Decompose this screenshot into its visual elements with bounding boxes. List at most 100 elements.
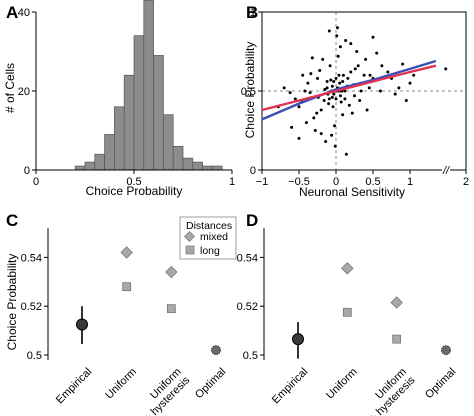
data-point <box>362 73 366 77</box>
panel-c-y-axis-label: Choice Probability <box>5 254 19 351</box>
data-point <box>386 70 390 74</box>
data-point <box>330 133 334 137</box>
data-point <box>344 38 348 42</box>
data-point <box>344 152 348 156</box>
hist-bar <box>143 0 154 171</box>
hist-y-tick-label: 40 <box>18 7 30 19</box>
scatter-x-tick-label: −1 <box>256 176 269 188</box>
long-point <box>122 282 132 292</box>
scatter-x-tick-label: 1 <box>407 176 413 188</box>
hist-x-axis-label: Choice Probability <box>86 184 183 198</box>
empirical-point <box>76 318 88 331</box>
data-point <box>338 94 342 98</box>
panel-label-a: A <box>6 3 18 22</box>
scatter-x-tick-label: 2 <box>463 176 469 188</box>
data-point <box>408 81 412 85</box>
data-point <box>306 81 310 85</box>
histogram-panel: Choice Probability # of Cells 0 0.5 1 0 20 40 <box>3 0 235 198</box>
data-point <box>327 29 331 33</box>
scatter-x-tick-label: 0 <box>333 176 339 188</box>
optimal-point <box>441 345 451 356</box>
data-point <box>358 98 362 102</box>
scatter-y-axis-label: Choice Probability <box>243 42 257 139</box>
data-point <box>343 89 347 93</box>
axis-break-gap <box>442 165 450 175</box>
model-comparison-panel-c: Choice Probability Distances mixed long … <box>5 216 237 416</box>
legend-entry-long: long <box>200 245 220 257</box>
data-point <box>356 64 360 68</box>
data-point <box>412 73 416 77</box>
data-point <box>341 113 345 117</box>
data-point <box>327 102 331 106</box>
hist-bar <box>74 165 86 171</box>
data-point <box>297 136 301 140</box>
data-point <box>393 92 397 96</box>
hist-bar <box>163 114 174 171</box>
legend-title: Distances <box>186 220 232 232</box>
data-point <box>333 124 337 128</box>
data-point <box>325 80 329 84</box>
category-label: Uniform <box>324 366 360 402</box>
legend-entry-mixed: mixed <box>200 231 228 243</box>
data-point <box>323 87 327 91</box>
data-point <box>334 97 338 101</box>
data-point <box>293 97 297 101</box>
data-point <box>364 57 368 61</box>
data-point <box>327 97 331 101</box>
data-point <box>324 140 328 144</box>
data-point <box>322 98 326 102</box>
scatter-y-tick-label: 0 <box>250 165 256 177</box>
data-point <box>397 86 401 90</box>
data-point <box>316 76 319 80</box>
data-point <box>339 100 343 104</box>
model-comparison-panel-d: 0.5 0.52 0.54 Empirical Uniform Uniform+ hyst… <box>237 228 458 416</box>
hist-bar <box>182 157 194 171</box>
data-point <box>331 105 335 109</box>
fit-line <box>261 59 437 121</box>
scatter-x-tick-label: −0.5 <box>288 176 310 188</box>
optimal-point <box>211 345 221 356</box>
data-point <box>308 91 312 95</box>
hist-bar <box>123 74 135 171</box>
hist-bar <box>192 161 203 171</box>
data-point <box>325 86 329 90</box>
category-label: Uniform+ hysteresis <box>359 366 418 416</box>
data-point <box>359 89 363 93</box>
data-point <box>341 80 345 84</box>
long-point <box>392 334 402 344</box>
data-point <box>349 70 353 74</box>
category-label: Uniform <box>103 366 139 402</box>
data-point <box>350 111 354 115</box>
data-point <box>346 76 350 80</box>
data-point <box>353 94 356 98</box>
y-tick-label: 0.52 <box>21 301 42 313</box>
data-point <box>336 54 340 58</box>
hist-bar <box>212 165 223 171</box>
category-label: Uniform+ hysteresis <box>133 366 192 416</box>
hist-x-tick-label: 0 <box>33 176 39 188</box>
data-point <box>375 51 379 55</box>
data-point <box>368 73 372 77</box>
data-point <box>288 91 292 95</box>
hist-bar <box>94 153 105 171</box>
data-point <box>315 111 319 115</box>
data-point <box>309 72 313 76</box>
panel-label-c: C <box>6 211 18 230</box>
hist-bar <box>104 134 115 171</box>
scatter-panel: Neuronal Sensitivity Choice Probability … <box>241 7 469 199</box>
hist-x-tick-label: 0.5 <box>126 176 141 188</box>
data-point <box>328 64 332 68</box>
data-point <box>404 98 408 102</box>
data-point <box>335 34 339 38</box>
hist-bar <box>133 35 145 171</box>
data-point <box>343 97 347 101</box>
mixed-point <box>390 296 403 309</box>
data-point <box>318 68 322 72</box>
legend-square-marker <box>185 245 195 255</box>
hist-x-tick-label: 1 <box>229 176 235 188</box>
data-point <box>297 105 301 109</box>
data-point <box>332 92 336 96</box>
data-point <box>321 57 325 61</box>
legend-diamond-marker <box>184 231 195 242</box>
category-label: Optimal <box>423 366 458 401</box>
